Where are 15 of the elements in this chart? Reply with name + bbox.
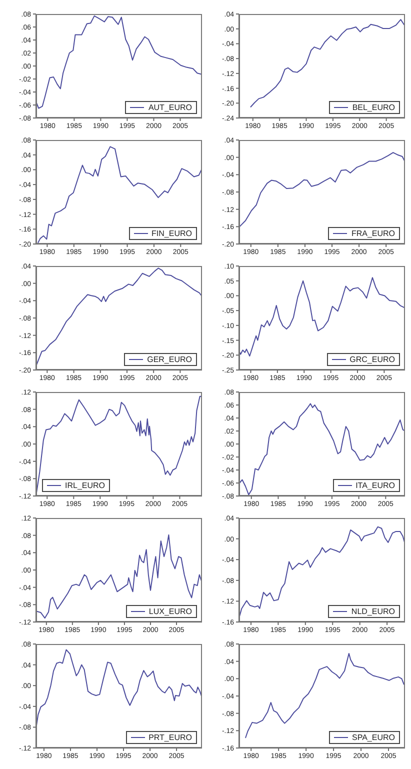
legend-label: BEL_EURO bbox=[352, 102, 395, 113]
legend-label: FRA_EURO bbox=[351, 228, 395, 239]
legend-label: SPA_EURO bbox=[352, 732, 395, 743]
line-series bbox=[36, 534, 202, 619]
legend-label: GER_EURO bbox=[147, 354, 192, 365]
legend-label: AUT_EURO bbox=[148, 102, 192, 113]
legend-label: GRC_EURO bbox=[350, 354, 395, 365]
line-series bbox=[239, 152, 405, 228]
legend-label: LUX_EURO bbox=[148, 606, 192, 617]
legend-label: FIN_EURO bbox=[152, 228, 192, 239]
legend-label: ITA_EURO bbox=[356, 480, 395, 491]
line-series bbox=[239, 277, 405, 357]
legend-label: PRT_EURO bbox=[148, 732, 192, 743]
legend-label: NLD_EURO bbox=[351, 606, 395, 617]
legend-label: IRL_EURO bbox=[65, 480, 106, 491]
